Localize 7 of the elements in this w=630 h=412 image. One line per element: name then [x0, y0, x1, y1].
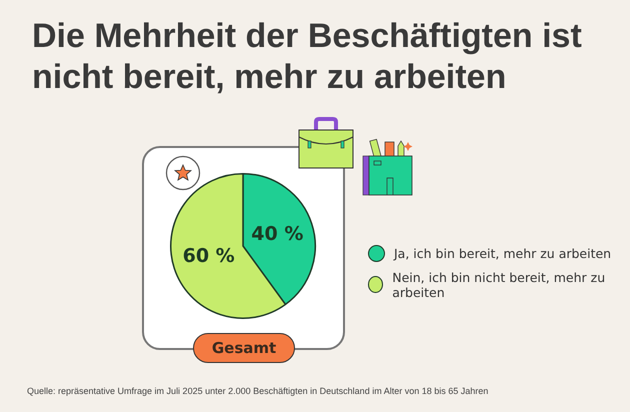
chart-title: Die Mehrheit der Beschäftigten ist nicht bereit, mehr zu arbeiten [32, 16, 583, 98]
legend-label: Ja, ich bin bereit, mehr zu arbeiten [394, 246, 612, 261]
text: Gesamt [212, 339, 276, 357]
legend-label: Nein, ich bin nicht bereit, mehr zu arbeiten [392, 270, 606, 300]
data-label: 40 % [251, 222, 304, 245]
data-label: 60 % [182, 245, 235, 268]
source-note: Quelle: repräsentative Umfrage im Juli 2025 unter 2.000 Beschäftigten in Deutschland im Alter von 18 bis 65 Jahren [27, 386, 488, 396]
